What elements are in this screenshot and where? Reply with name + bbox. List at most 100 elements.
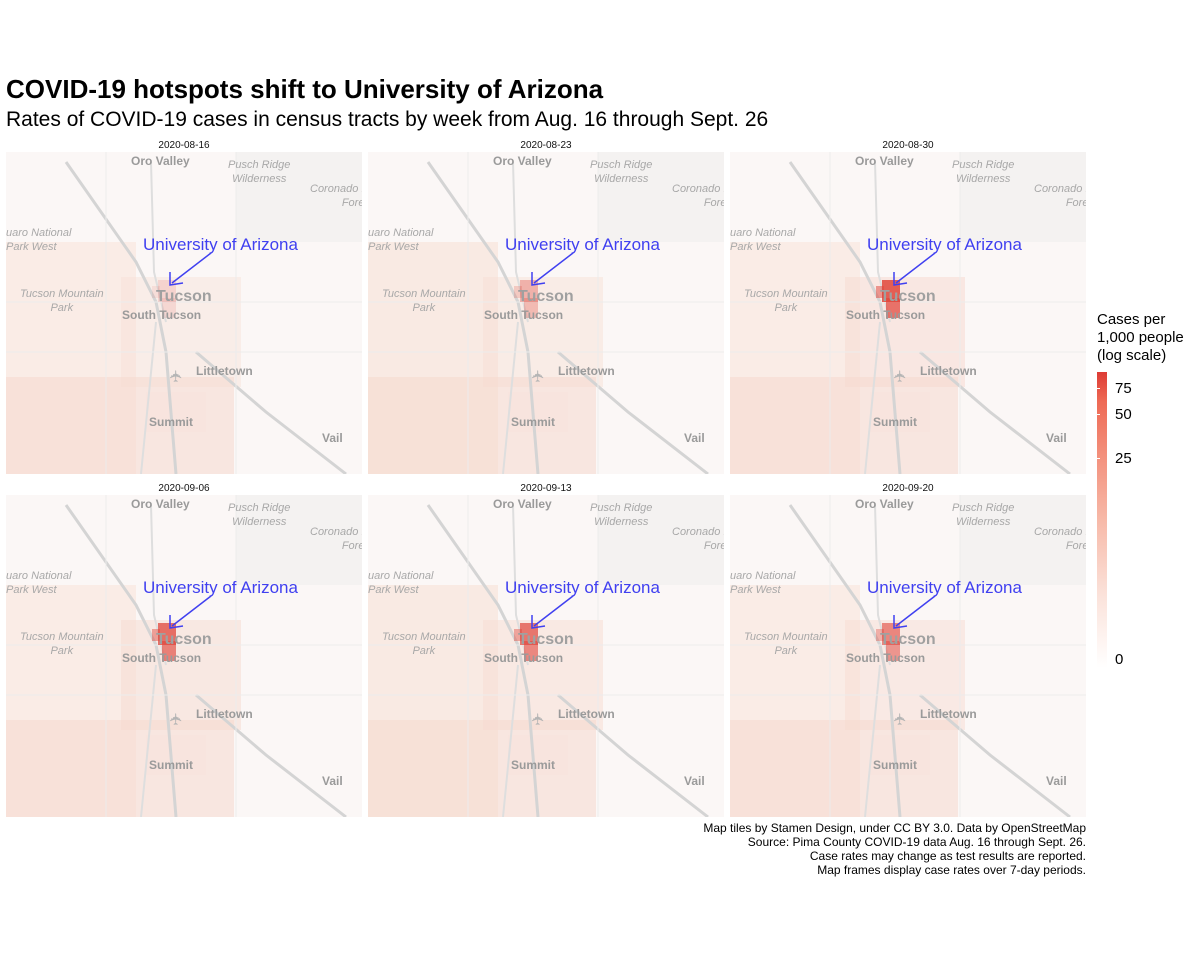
annotation-arrow [171,252,212,284]
tract-area [508,735,568,775]
place-label-littletown: Littletown [920,707,977,721]
place-label-littletown: Littletown [920,364,977,378]
chart-title: COVID-19 hotspots shift to University of… [6,74,604,104]
legend-tick-75: 75 [1115,380,1132,397]
highway-road [195,693,347,817]
caption: Map tiles by Stamen Design, under CC BY … [703,821,1086,877]
place-label-vail: Vail [1046,774,1067,788]
place-label-oro-valley: Oro Valley [493,497,552,511]
place-label-tucson-mountain: Tucson Mountain Park [744,631,828,657]
highway-road [557,350,709,474]
basemap [6,152,362,474]
road [150,161,167,323]
annotation-arrowhead [893,272,908,286]
tract-area [146,735,206,775]
annotation-university-label: University of Arizona [505,578,660,597]
tract-area [870,392,930,432]
place-label-oro-valley: Oro Valley [493,154,552,168]
place-label-tucson: Tucson [156,631,212,648]
place-label-south-tucson: South Tucson [846,651,926,665]
highway-road [195,350,347,474]
caption-line: Map frames display case rates over 7-day… [817,863,1086,877]
legend-color-bar [1097,372,1107,668]
caption-line: Map tiles by Stamen Design, under CC BY … [703,821,1086,835]
road [140,664,157,817]
place-label-saguaro: uaro National Park West [6,570,72,596]
place-label-pusch-ridge: Pusch Ridge Wilderness [228,159,291,185]
map-panel: Oro Valley Pusch Ridge Wilderness Coronado… [730,152,1086,474]
wilderness-area [598,495,724,585]
hotspot-tract [162,298,176,318]
legend-tick-25: 25 [1115,450,1132,467]
airplane-icon: ✈ [530,712,548,726]
place-label-coronado: Coronado I Fore [672,526,724,552]
place-label-tucson: Tucson [518,631,574,648]
tract-area [121,277,241,387]
place-label-littletown: Littletown [196,364,253,378]
annotation-arrow [895,595,936,627]
map-panel: Oro Valley Pusch Ridge Wilderness Coronado… [368,152,724,474]
legend-tick-mark [1097,414,1100,415]
legend-tick-0: 0 [1115,651,1124,668]
annotation-university-label: University of Arizona [143,235,298,254]
annotation-arrow [533,252,574,284]
basemap [6,495,362,817]
place-label-coronado: Coronado I Fore [310,183,362,209]
place-label-summit: Summit [511,415,556,429]
place-label-coronado: Coronado I Fore [310,526,362,552]
hotspot-tract [886,641,900,661]
panel-date: 2020-08-30 [882,140,934,151]
legend-tick-50: 50 [1115,406,1132,423]
place-label-tucson: Tucson [156,288,212,305]
map-panel: Oro Valley Pusch Ridge Wilderness Coronado… [6,495,362,817]
place-label-pusch-ridge: Pusch Ridge Wilderness [952,159,1015,185]
place-label-vail: Vail [322,774,343,788]
wilderness-area [598,152,724,242]
annotation-arrowhead [169,615,184,629]
tract-area [508,392,568,432]
annotation-university-label: University of Arizona [867,235,1022,254]
place-label-vail: Vail [322,431,343,445]
annotation-arrow [171,595,212,627]
place-label-pusch-ridge: Pusch Ridge Wilderness [228,502,291,528]
map-panel: Oro Valley Pusch Ridge Wilderness Coronado… [368,495,724,817]
place-label-pusch-ridge: Pusch Ridge Wilderness [590,502,653,528]
panel-date: 2020-09-20 [882,483,934,494]
panel-date: 2020-08-16 [158,140,210,151]
legend-title: Cases per 1,000 people (log scale) [1097,311,1184,364]
place-label-tucson-mountain: Tucson Mountain Park [382,288,466,314]
place-label-tucson-mountain: Tucson Mountain Park [382,631,466,657]
basemap [730,495,1086,817]
annotation-arrowhead [169,272,184,286]
place-label-littletown: Littletown [558,364,615,378]
wilderness-area [236,495,362,585]
legend-tick-mark [1097,388,1100,389]
hotspot-tract [524,641,538,661]
place-label-littletown: Littletown [196,707,253,721]
caption-line: Source: Pima County COVID-19 data Aug. 1… [747,835,1086,849]
road [864,664,881,817]
road [502,664,519,817]
tract-area [845,620,965,730]
tract-area [845,277,965,387]
place-label-south-tucson: South Tucson [122,651,202,665]
hotspot-tract [876,629,884,641]
wilderness-area [960,152,1086,242]
hotspot-tract [152,286,160,298]
place-label-oro-valley: Oro Valley [131,154,190,168]
road [864,321,881,474]
annotation-university-label: University of Arizona [505,235,660,254]
annotation-university-label: University of Arizona [867,578,1022,597]
place-label-tucson-mountain: Tucson Mountain Park [20,288,104,314]
hotspot-tract [514,629,522,641]
place-label-coronado: Coronado I Fore [1034,526,1086,552]
place-label-oro-valley: Oro Valley [855,154,914,168]
place-label-pusch-ridge: Pusch Ridge Wilderness [590,159,653,185]
place-label-tucson: Tucson [518,288,574,305]
road [140,321,157,474]
annotation-arrowhead [531,615,546,629]
legend-tick-mark [1097,458,1100,459]
tract-area [146,392,206,432]
annotation-arrow [895,252,936,284]
panel-date: 2020-09-13 [520,483,572,494]
